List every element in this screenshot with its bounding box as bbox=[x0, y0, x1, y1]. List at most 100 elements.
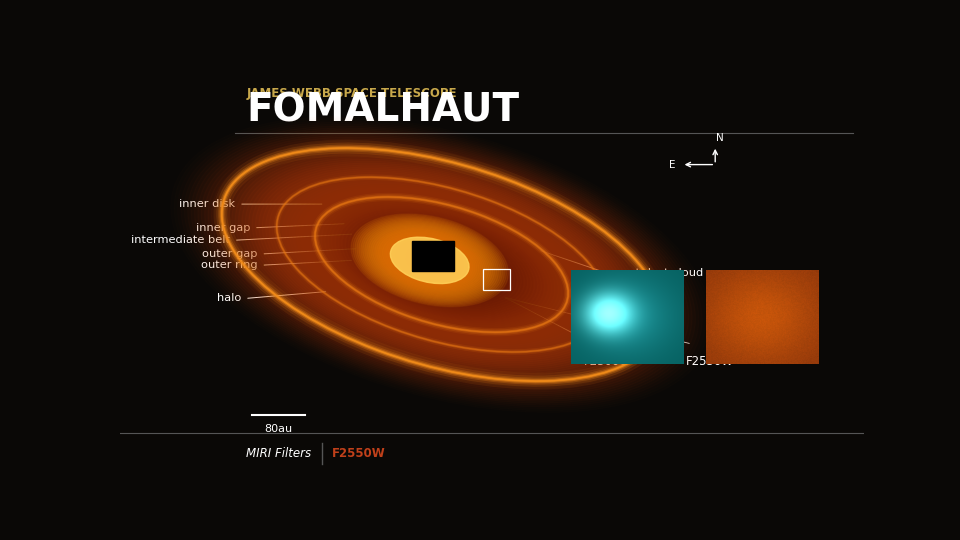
Ellipse shape bbox=[438, 263, 445, 266]
Ellipse shape bbox=[273, 172, 611, 357]
Ellipse shape bbox=[401, 242, 482, 287]
Ellipse shape bbox=[421, 253, 462, 276]
Ellipse shape bbox=[435, 261, 448, 268]
Ellipse shape bbox=[387, 235, 473, 286]
Text: E: E bbox=[669, 160, 676, 170]
Ellipse shape bbox=[428, 257, 455, 272]
Ellipse shape bbox=[286, 180, 597, 349]
Ellipse shape bbox=[279, 176, 604, 353]
Ellipse shape bbox=[371, 226, 489, 295]
Ellipse shape bbox=[324, 200, 560, 329]
Ellipse shape bbox=[359, 219, 500, 302]
Ellipse shape bbox=[396, 241, 463, 280]
Ellipse shape bbox=[289, 181, 594, 348]
Ellipse shape bbox=[355, 217, 504, 305]
Ellipse shape bbox=[300, 187, 584, 342]
Ellipse shape bbox=[380, 232, 479, 289]
Ellipse shape bbox=[397, 241, 486, 288]
Ellipse shape bbox=[384, 233, 499, 296]
Ellipse shape bbox=[353, 217, 530, 313]
Ellipse shape bbox=[317, 196, 566, 333]
Ellipse shape bbox=[404, 244, 479, 285]
Ellipse shape bbox=[330, 204, 553, 326]
Ellipse shape bbox=[266, 168, 617, 361]
Ellipse shape bbox=[410, 249, 449, 272]
Text: great dust cloud: great dust cloud bbox=[610, 268, 703, 278]
Ellipse shape bbox=[402, 244, 457, 276]
Ellipse shape bbox=[391, 237, 469, 284]
Ellipse shape bbox=[269, 171, 614, 359]
Ellipse shape bbox=[302, 189, 581, 340]
Ellipse shape bbox=[357, 218, 502, 303]
Text: JAMES WEBB SPACE TELESCOPE: JAMES WEBB SPACE TELESCOPE bbox=[247, 87, 457, 100]
Bar bbox=[412, 241, 453, 271]
Text: F2300C: F2300C bbox=[585, 355, 629, 368]
Ellipse shape bbox=[408, 248, 451, 273]
Text: FOMALHAUT: FOMALHAUT bbox=[247, 91, 519, 129]
Ellipse shape bbox=[377, 230, 506, 300]
Ellipse shape bbox=[350, 215, 533, 314]
Ellipse shape bbox=[400, 243, 459, 278]
Ellipse shape bbox=[367, 224, 516, 305]
Ellipse shape bbox=[378, 230, 481, 291]
Ellipse shape bbox=[421, 256, 438, 265]
Ellipse shape bbox=[389, 236, 471, 285]
Ellipse shape bbox=[367, 224, 492, 298]
Text: 80au: 80au bbox=[264, 424, 293, 434]
Ellipse shape bbox=[306, 191, 577, 339]
Ellipse shape bbox=[412, 250, 447, 271]
Text: inner disk: inner disk bbox=[180, 199, 235, 209]
Ellipse shape bbox=[293, 183, 590, 346]
Ellipse shape bbox=[372, 227, 487, 294]
Ellipse shape bbox=[382, 233, 477, 288]
Ellipse shape bbox=[353, 215, 507, 306]
Ellipse shape bbox=[391, 237, 492, 292]
Ellipse shape bbox=[416, 252, 444, 268]
Ellipse shape bbox=[381, 231, 502, 298]
Ellipse shape bbox=[365, 222, 494, 299]
Ellipse shape bbox=[255, 163, 628, 366]
Ellipse shape bbox=[395, 239, 489, 291]
Ellipse shape bbox=[431, 259, 452, 270]
Ellipse shape bbox=[418, 252, 466, 278]
Ellipse shape bbox=[374, 228, 485, 293]
Ellipse shape bbox=[398, 242, 461, 279]
Ellipse shape bbox=[296, 185, 588, 344]
Ellipse shape bbox=[357, 218, 526, 311]
Ellipse shape bbox=[351, 214, 509, 307]
Ellipse shape bbox=[414, 251, 445, 269]
Text: intermediate belt: intermediate belt bbox=[132, 235, 230, 245]
Text: MIRI Filters: MIRI Filters bbox=[247, 447, 312, 460]
Ellipse shape bbox=[393, 238, 468, 282]
Ellipse shape bbox=[320, 198, 564, 331]
Ellipse shape bbox=[424, 255, 459, 274]
Ellipse shape bbox=[420, 254, 440, 266]
Ellipse shape bbox=[337, 207, 546, 322]
Ellipse shape bbox=[384, 234, 475, 287]
Ellipse shape bbox=[395, 240, 465, 281]
Ellipse shape bbox=[262, 167, 621, 362]
Ellipse shape bbox=[418, 253, 442, 267]
Ellipse shape bbox=[282, 178, 601, 352]
Ellipse shape bbox=[406, 246, 453, 274]
Ellipse shape bbox=[388, 235, 495, 294]
Ellipse shape bbox=[347, 213, 537, 316]
Ellipse shape bbox=[252, 161, 631, 368]
Text: F2550W: F2550W bbox=[686, 355, 734, 368]
Ellipse shape bbox=[361, 220, 498, 301]
Ellipse shape bbox=[373, 228, 510, 301]
Ellipse shape bbox=[326, 202, 557, 327]
Text: outer ring: outer ring bbox=[201, 260, 257, 270]
Ellipse shape bbox=[371, 226, 513, 303]
Ellipse shape bbox=[391, 237, 469, 284]
Ellipse shape bbox=[426, 258, 434, 262]
Ellipse shape bbox=[376, 229, 483, 292]
Text: inner gap: inner gap bbox=[196, 223, 251, 233]
Ellipse shape bbox=[423, 257, 436, 264]
Ellipse shape bbox=[364, 222, 519, 307]
Ellipse shape bbox=[276, 174, 608, 355]
Text: N: N bbox=[716, 133, 724, 144]
Ellipse shape bbox=[363, 221, 496, 300]
Ellipse shape bbox=[344, 211, 540, 318]
Ellipse shape bbox=[333, 206, 550, 323]
